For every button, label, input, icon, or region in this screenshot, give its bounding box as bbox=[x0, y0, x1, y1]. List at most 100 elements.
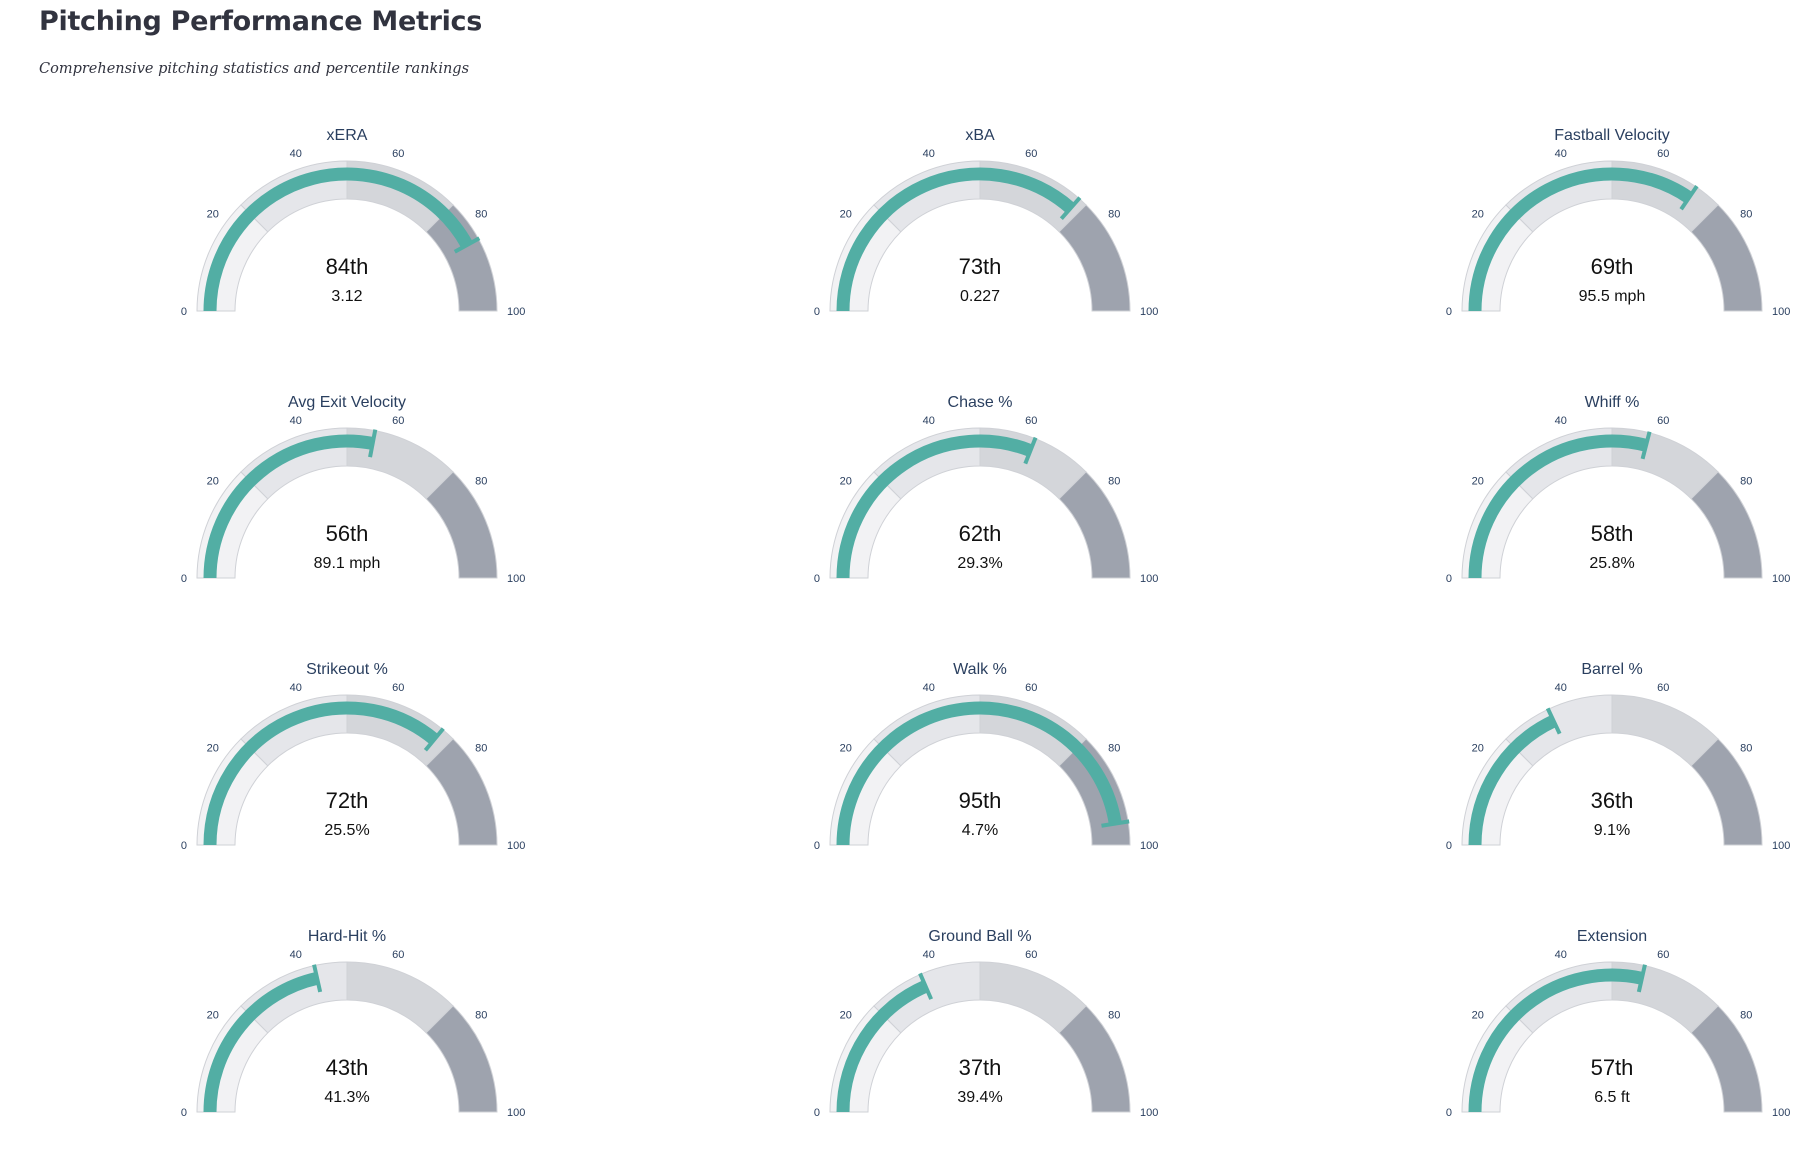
gauge-svg: Barrel % 0 20 40 60 80 100 36th 9.1% bbox=[1446, 661, 1790, 852]
gauge-value-bar bbox=[1468, 968, 1644, 1113]
gauge-tick-label: 80 bbox=[475, 475, 487, 487]
metric-value-label: 4.7% bbox=[962, 822, 998, 839]
gauge-title: Chase % bbox=[948, 394, 1013, 411]
gauge-band-4 bbox=[1690, 204, 1763, 312]
gauge-tick-label: 40 bbox=[1555, 148, 1567, 160]
gauge-strikeout: Strikeout % 0 20 40 60 80 100 72th 25.5% bbox=[137, 652, 557, 884]
gauge-tick-label: 60 bbox=[1025, 415, 1037, 427]
gauge-threshold-marker bbox=[1059, 196, 1082, 221]
metric-value-label: 3.12 bbox=[331, 288, 362, 305]
gauge-hard-hit: Hard-Hit % 0 20 40 60 80 100 43th 41.3% bbox=[137, 919, 557, 1151]
gauge-tick-label: 20 bbox=[1472, 1009, 1484, 1021]
gauge-band-4 bbox=[1690, 1005, 1763, 1113]
gauge-tick-label: 0 bbox=[1446, 306, 1452, 318]
gauge-tick-label: 100 bbox=[1772, 306, 1790, 318]
gauge-extension: Extension 0 20 40 60 80 100 57th 6.5 ft bbox=[1402, 919, 1818, 1151]
gauge-value-bar bbox=[203, 434, 374, 579]
gauge-tick-label: 20 bbox=[840, 742, 852, 754]
page-subtitle: Comprehensive pitching statistics and pe… bbox=[39, 61, 470, 77]
gauge-xera: xERA 0 20 40 60 80 100 84th 3.12 bbox=[137, 118, 557, 350]
gauge-tick-label: 100 bbox=[1140, 573, 1158, 585]
gauge-tick-label: 80 bbox=[1108, 1009, 1120, 1021]
gauge-tick-label: 60 bbox=[1025, 682, 1037, 694]
gauge-tick-label: 60 bbox=[1657, 415, 1669, 427]
gauge-band-4 bbox=[1058, 471, 1131, 579]
metric-value-label: 41.3% bbox=[324, 1089, 369, 1106]
metric-value-label: 0.227 bbox=[960, 288, 1000, 305]
gauge-band-4 bbox=[1690, 738, 1763, 846]
gauge-grid: xERA 0 20 40 60 80 100 84th 3.12 xBA 0 20 40 60 80 100 7… bbox=[0, 118, 1818, 1138]
gauge-svg: xBA 0 20 40 60 80 100 73th 0.227 bbox=[814, 127, 1158, 318]
gauge-value-bar bbox=[836, 167, 1075, 312]
percentile-label: 84th bbox=[326, 254, 369, 279]
gauge-tick-label: 100 bbox=[507, 573, 525, 585]
gauge-tick-label: 0 bbox=[814, 840, 820, 852]
gauge-tick-label: 100 bbox=[1772, 840, 1790, 852]
gauge-band-2 bbox=[240, 961, 348, 1034]
gauge-value-bar bbox=[836, 701, 1122, 846]
gauge-walk: Walk % 0 20 40 60 80 100 95th 4.7% bbox=[770, 652, 1190, 884]
gauge-tick-label: 20 bbox=[840, 1009, 852, 1021]
gauge-title: Fastball Velocity bbox=[1554, 127, 1670, 144]
gauge-tick-label: 80 bbox=[1740, 742, 1752, 754]
gauge-tick-label: 20 bbox=[840, 475, 852, 487]
metric-value-label: 89.1 mph bbox=[314, 555, 381, 572]
gauge-svg: Whiff % 0 20 40 60 80 100 58th 25.8% bbox=[1446, 394, 1790, 585]
gauge-tick-label: 40 bbox=[1555, 682, 1567, 694]
gauge-xba: xBA 0 20 40 60 80 100 73th 0.227 bbox=[770, 118, 1190, 350]
percentile-label: 58th bbox=[1591, 521, 1634, 546]
gauge-title: xERA bbox=[327, 127, 368, 144]
gauge-band-4 bbox=[425, 738, 498, 846]
gauge-title: Hard-Hit % bbox=[308, 928, 386, 945]
gauge-svg: Avg Exit Velocity 0 20 40 60 80 100 56th 89.1 mp… bbox=[181, 394, 525, 585]
gauge-svg: xERA 0 20 40 60 80 100 84th 3.12 bbox=[181, 127, 525, 318]
gauge-avg-exit-velocity: Avg Exit Velocity 0 20 40 60 80 100 56th 89.1 mp… bbox=[137, 385, 557, 617]
gauge-tick-label: 20 bbox=[1472, 742, 1484, 754]
gauge-threshold-marker bbox=[1023, 436, 1038, 465]
percentile-label: 95th bbox=[959, 788, 1002, 813]
gauge-chase: Chase % 0 20 40 60 80 100 62th 29.3% bbox=[770, 385, 1190, 617]
metric-value-label: 95.5 mph bbox=[1579, 288, 1646, 305]
gauge-svg: Hard-Hit % 0 20 40 60 80 100 43th 41.3% bbox=[181, 928, 525, 1119]
gauge-title: Walk % bbox=[953, 661, 1007, 678]
gauge-value-bar bbox=[203, 701, 439, 846]
gauge-tick-label: 80 bbox=[475, 1009, 487, 1021]
gauge-band-4 bbox=[1058, 1005, 1131, 1113]
gauge-tick-label: 40 bbox=[923, 415, 935, 427]
gauge-band-4 bbox=[1058, 738, 1131, 846]
gauge-value-bar bbox=[836, 434, 1033, 579]
gauge-tick-label: 40 bbox=[923, 148, 935, 160]
gauge-svg: Walk % 0 20 40 60 80 100 95th 4.7% bbox=[814, 661, 1158, 852]
gauge-tick-label: 60 bbox=[392, 682, 404, 694]
page-title: Pitching Performance Metrics bbox=[39, 6, 483, 37]
gauge-value-bar bbox=[836, 980, 929, 1113]
gauge-threshold-marker bbox=[1679, 184, 1699, 211]
gauge-threshold-marker bbox=[423, 727, 445, 752]
gauge-tick-label: 60 bbox=[1025, 148, 1037, 160]
gauge-tick-label: 40 bbox=[923, 949, 935, 961]
percentile-label: 57th bbox=[1591, 1055, 1634, 1080]
gauge-tick-label: 0 bbox=[181, 1107, 187, 1119]
gauge-fastball-velocity: Fastball Velocity 0 20 40 60 80 100 69th 95.5 mp… bbox=[1402, 118, 1818, 350]
percentile-label: 37th bbox=[959, 1055, 1002, 1080]
gauge-tick-label: 20 bbox=[840, 208, 852, 220]
gauge-tick-label: 20 bbox=[207, 208, 219, 220]
gauge-tick-label: 100 bbox=[1140, 840, 1158, 852]
gauge-title: Avg Exit Velocity bbox=[288, 394, 406, 411]
gauge-threshold-marker bbox=[1101, 819, 1130, 828]
gauge-svg: Ground Ball % 0 20 40 60 80 100 37th 39.4% bbox=[814, 928, 1158, 1119]
gauge-threshold-marker bbox=[368, 429, 378, 458]
gauge-svg: Extension 0 20 40 60 80 100 57th 6.5 ft bbox=[1446, 928, 1790, 1119]
gauge-tick-label: 80 bbox=[475, 742, 487, 754]
gauge-svg: Chase % 0 20 40 60 80 100 62th 29.3% bbox=[814, 394, 1158, 585]
gauge-value-bar bbox=[1468, 715, 1557, 846]
gauge-tick-label: 40 bbox=[290, 148, 302, 160]
gauge-whiff: Whiff % 0 20 40 60 80 100 58th 25.8% bbox=[1402, 385, 1818, 617]
gauge-tick-label: 80 bbox=[1108, 475, 1120, 487]
percentile-label: 43th bbox=[326, 1055, 369, 1080]
gauge-tick-label: 40 bbox=[923, 682, 935, 694]
gauge-tick-label: 0 bbox=[814, 573, 820, 585]
percentile-label: 73th bbox=[959, 254, 1002, 279]
gauge-threshold-marker bbox=[1640, 431, 1652, 460]
gauge-value-bar bbox=[203, 971, 319, 1113]
